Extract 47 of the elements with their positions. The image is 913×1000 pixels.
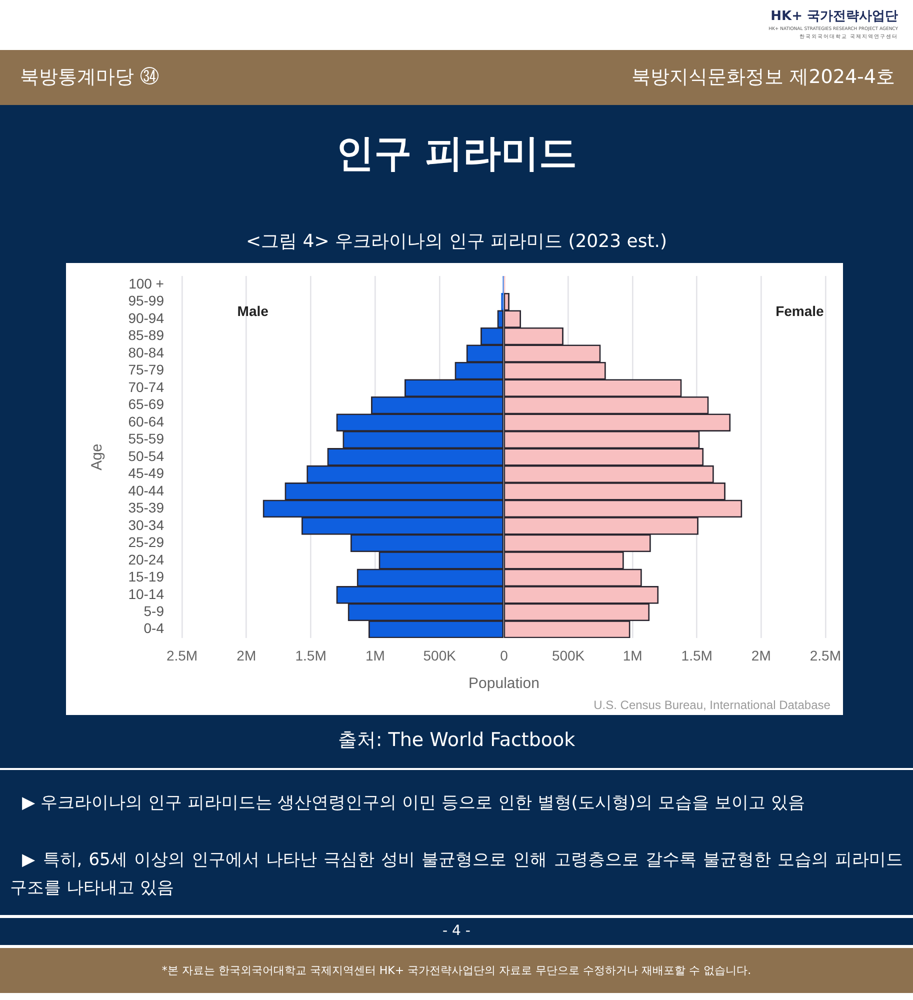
x-tick-label: 2M (236, 647, 256, 664)
y-tick-label: 20-24 (128, 551, 164, 568)
x-tick-label: 1M (622, 647, 642, 664)
y-tick-label: 65-69 (128, 396, 164, 412)
text: HK+ 국가전략사업단 (770, 8, 898, 25)
text: Male (237, 303, 269, 320)
x-tick-label: 2.5M (810, 647, 841, 664)
x-tick-label: 500K (423, 647, 457, 664)
x-tick-label: 1.5M (681, 647, 712, 664)
y-tick-label: 35-39 (128, 500, 164, 516)
text: 북방통계마당 ㉞ (20, 65, 160, 89)
y-tick-label: 30-34 (128, 516, 164, 533)
x-tick-label: 0 (500, 647, 508, 664)
y-tick-label: 10-14 (128, 586, 164, 602)
x-tick-label: 2M (751, 647, 771, 664)
text: U.S. Census Bureau, International Database (594, 698, 831, 712)
x-tick-label: 1M (365, 647, 385, 664)
x-tick-label: 2.5M (166, 647, 198, 664)
y-tick-label: 45-49 (128, 465, 164, 482)
text: Female (776, 303, 824, 320)
text: - 4 - (442, 922, 472, 940)
x-tick-label: 1.5M (295, 647, 326, 664)
y-tick-label: 40-44 (128, 482, 164, 498)
y-tick-label: 85-89 (128, 327, 164, 344)
y-axis-title: Age (88, 444, 106, 470)
y-tick-label: 70-74 (128, 378, 164, 395)
source-note: 출처: The World Factbook (336, 728, 576, 753)
text: 북방지식문화정보 제2024-4호 (632, 65, 895, 89)
y-tick-label: 90-94 (128, 310, 164, 326)
text: ▶ 특히, 65세 이상의 인구에서 나타난 극심한 성비 불균형으로 인해 고령층으로 갈수록 불균형한 모습의 피라미드 구조를 나타내고 있음 (10, 849, 903, 900)
y-tick-label: 80-84 (128, 344, 164, 360)
y-tick-label: 100 + (128, 275, 164, 292)
y-tick-label: 25-29 (128, 534, 164, 550)
text: ▶ 우크라이나의 인구 피라미드는 생산연령인구의 이민 등으로 인한 별형(도시형)의 모습을 보이고 있음 (21, 792, 806, 815)
text: *본 자료는 한국외국어대학교 국제지역센터 HK+ 국가전략사업단의 자료로 무단으로 수정하거나 재배포할 수 없습니다. (160, 964, 752, 978)
x-tick-label: 500K (552, 647, 586, 664)
y-tick-label: 95-99 (128, 292, 164, 309)
x-axis-title: Population (468, 674, 540, 694)
y-tick-label: 55-59 (128, 430, 164, 447)
chart-subtitle: <그림 4> 우크라이나의 인구 피라미드 (2023 est.) (244, 230, 668, 254)
y-tick-label: 0-4 (144, 620, 164, 636)
y-tick-label: 15-19 (128, 568, 164, 585)
y-tick-label: 50-54 (128, 448, 164, 464)
y-tick-label: 5-9 (144, 603, 164, 619)
chart-title: 인구 피라미드 (334, 130, 578, 177)
y-tick-label: 75-79 (128, 362, 164, 378)
y-tick-label: 60-64 (128, 413, 164, 430)
